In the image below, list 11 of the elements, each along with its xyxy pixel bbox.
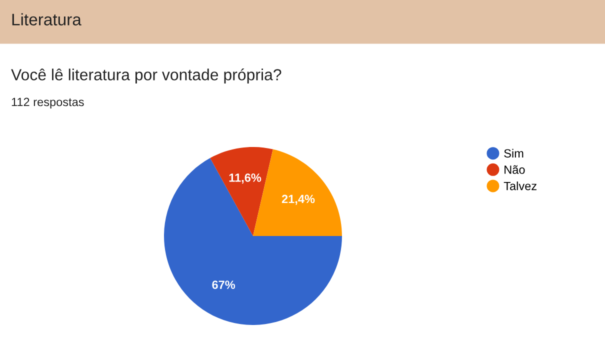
chart-title: Você lê literatura por vontade própria? — [11, 68, 282, 84]
data-label: 21,4% — [282, 194, 315, 205]
legend-label: Talvez — [504, 182, 536, 190]
text: 112 respostas — [12, 98, 84, 108]
legend-label: Sim — [504, 148, 524, 158]
pie-slice — [164, 158, 342, 325]
data-label: 67% — [212, 280, 236, 289]
data-label: 11,6% — [229, 174, 262, 184]
legend-label: Não — [504, 165, 525, 174]
text: Literatura — [12, 13, 82, 26]
pie-slice — [210, 147, 273, 236]
